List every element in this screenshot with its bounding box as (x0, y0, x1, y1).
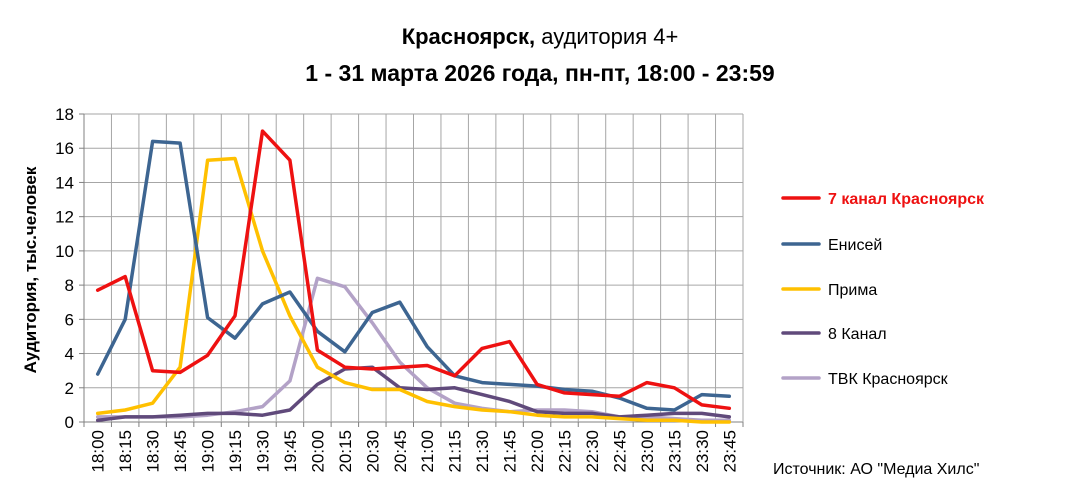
chart-title-city: Красноярск, (402, 24, 535, 49)
x-tick-label: 21:45 (501, 430, 520, 473)
series-line-1 (95, 129, 732, 411)
x-tick-label: 18:15 (116, 430, 135, 473)
x-tick-label: 22:30 (583, 430, 602, 473)
x-tick-label: 23:45 (720, 430, 739, 473)
x-tick-label: 19:45 (281, 430, 300, 473)
y-axis-label: Аудитория, тыс.человек (21, 166, 40, 373)
y-tick-label: 14 (55, 173, 74, 192)
plot-grid (79, 113, 744, 427)
y-tick-label: 18 (55, 105, 74, 124)
x-tick-label: 18:30 (144, 430, 163, 473)
x-tick-label: 23:00 (638, 430, 657, 473)
legend-item-label: 7 канал Красноярск (828, 191, 985, 208)
legend-item-label: Прима (828, 282, 877, 299)
legend-item-label: 8 Канал (828, 326, 887, 343)
series-line-2 (95, 139, 732, 412)
x-tick-label: 20:00 (308, 430, 327, 473)
x-tick-label: 21:30 (473, 430, 492, 473)
chart-title-line2: 1 - 31 марта 2026 года, пн-пт, 18:00 - 2… (305, 60, 774, 86)
x-tick-label: 21:15 (446, 430, 465, 473)
x-tick-label: 22:45 (610, 430, 629, 473)
x-tick-label: 19:15 (226, 430, 245, 473)
y-tick-label: 10 (55, 242, 74, 261)
x-tick-label: 21:00 (418, 430, 437, 473)
x-tick-label: 19:00 (199, 430, 218, 473)
y-tick-label: 0 (65, 413, 74, 432)
source-note: Источник: АО "Медиа Хилс" (773, 461, 979, 478)
legend-item-label: Енисей (828, 237, 882, 254)
x-tick-label: 20:30 (363, 430, 382, 473)
x-tick-label: 18:45 (171, 430, 190, 473)
y-tick-label: 12 (55, 208, 74, 227)
x-tick-label: 23:15 (665, 430, 684, 473)
x-axis-ticks: 18:00 18:15 18:30 18:45 19:00 19:15 19:30 19:45… (89, 430, 740, 473)
y-tick-label: 8 (65, 276, 74, 295)
chart-title-audience: аудитория 4+ (535, 24, 678, 49)
series-line-4 (95, 365, 732, 423)
y-tick-label: 4 (65, 345, 74, 364)
x-tick-label: 18:00 (89, 430, 108, 473)
y-tick-label: 6 (65, 310, 74, 329)
legend: 7 канал Красноярск Енисей Прима 8 Канал ТВК … (781, 191, 985, 388)
x-tick-label: 23:30 (693, 430, 712, 473)
y-tick-label: 16 (55, 139, 74, 158)
x-tick-label: 20:45 (391, 430, 410, 473)
x-tick-label: 22:00 (528, 430, 547, 473)
chart-title-line1: Красноярск, аудитория 4+ (402, 24, 679, 49)
legend-item-label: ТВК Красноярск (828, 371, 949, 388)
y-axis-ticks: 0 2 4 6 8 10 12 14 16 18 (55, 105, 74, 432)
series-line-3 (95, 156, 732, 424)
x-tick-label: 20:15 (336, 430, 355, 473)
x-tick-label: 19:30 (253, 430, 272, 473)
y-tick-label: 2 (65, 379, 74, 398)
series-lines (95, 129, 732, 424)
x-tick-label: 22:15 (556, 430, 575, 473)
